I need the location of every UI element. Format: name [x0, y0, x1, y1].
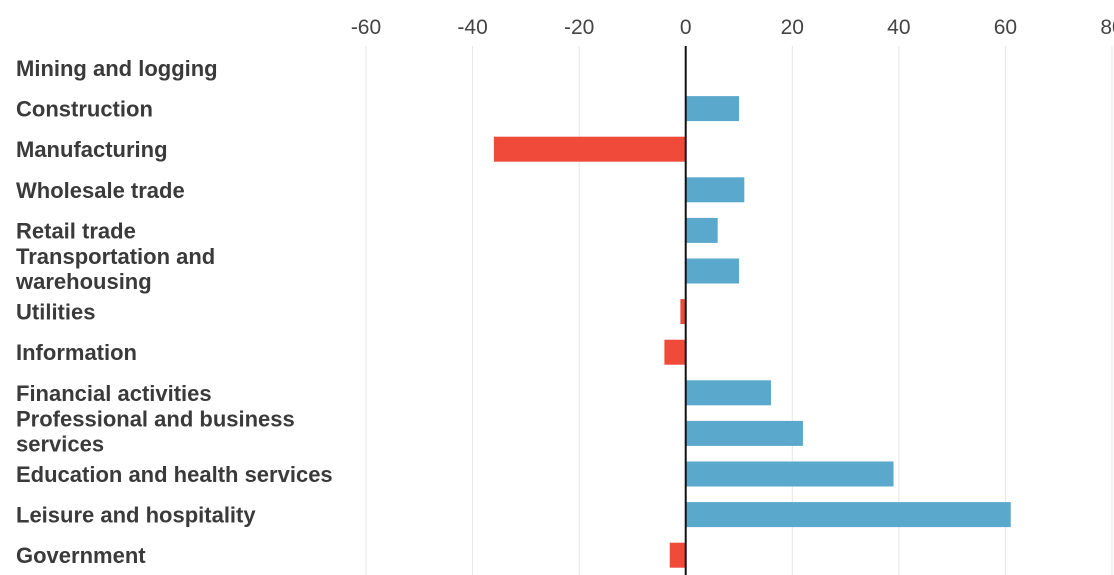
category-label-line: Construction [16, 97, 153, 122]
bar [685, 217, 718, 243]
x-tick-label: 40 [887, 16, 910, 39]
category-label: Retail trade [16, 218, 136, 243]
category-label: Construction [16, 97, 153, 122]
gridlines [365, 46, 1113, 575]
category-label-line: warehousing [15, 269, 152, 294]
category-label: Information [16, 340, 137, 365]
category-label-line: Transportation and [16, 244, 215, 269]
category-label: Mining and logging [16, 56, 218, 81]
bar [664, 339, 686, 365]
x-tick-label: 0 [680, 16, 692, 39]
category-label-line: Information [16, 340, 137, 365]
category-label-line: Wholesale trade [16, 178, 185, 203]
category-label-line: Government [16, 543, 146, 568]
bar [680, 299, 686, 325]
bar [685, 177, 745, 203]
category-label-line: Leisure and hospitality [16, 503, 256, 528]
category-label-line: Financial activities [16, 381, 212, 406]
category-label-line: Education and health services [16, 462, 333, 487]
category-label: Manufacturing [16, 137, 168, 162]
x-axis-tick-labels: -60 -40 -20 0 20 40 60 80 [351, 16, 1114, 39]
category-label: Education and health services [16, 462, 333, 487]
bar [685, 461, 894, 487]
category-label: Leisure and hospitality [16, 503, 256, 528]
x-tick-label: 20 [781, 16, 804, 39]
bar [685, 258, 739, 284]
x-tick-label: 80 [1100, 16, 1114, 39]
bar [685, 420, 803, 446]
category-label: Wholesale trade [16, 178, 185, 203]
category-label: Professional and business services [16, 406, 295, 456]
x-tick-label: -60 [351, 16, 381, 39]
category-label-line: Mining and logging [16, 56, 218, 81]
x-tick-label: 60 [994, 16, 1017, 39]
category-label: Financial activities [16, 381, 212, 406]
category-label-line: Retail trade [16, 218, 136, 243]
bar [493, 136, 686, 162]
bar [685, 502, 1011, 528]
category-label-line: Utilities [16, 300, 95, 325]
bars [493, 96, 1011, 568]
category-label: Utilities [16, 300, 95, 325]
category-label: Transportation and warehousing [15, 244, 215, 294]
category-label-line: services [16, 431, 104, 456]
category-label-line: Professional and business [16, 406, 295, 431]
category-labels: Mining and logging Construction Manufactur… [15, 56, 333, 568]
bar [669, 542, 686, 568]
bar [685, 380, 771, 406]
x-tick-label: -20 [564, 16, 594, 39]
bar [685, 96, 739, 122]
category-label-line: Manufacturing [16, 137, 168, 162]
x-tick-label: -40 [457, 16, 487, 39]
category-label: Government [16, 543, 146, 568]
